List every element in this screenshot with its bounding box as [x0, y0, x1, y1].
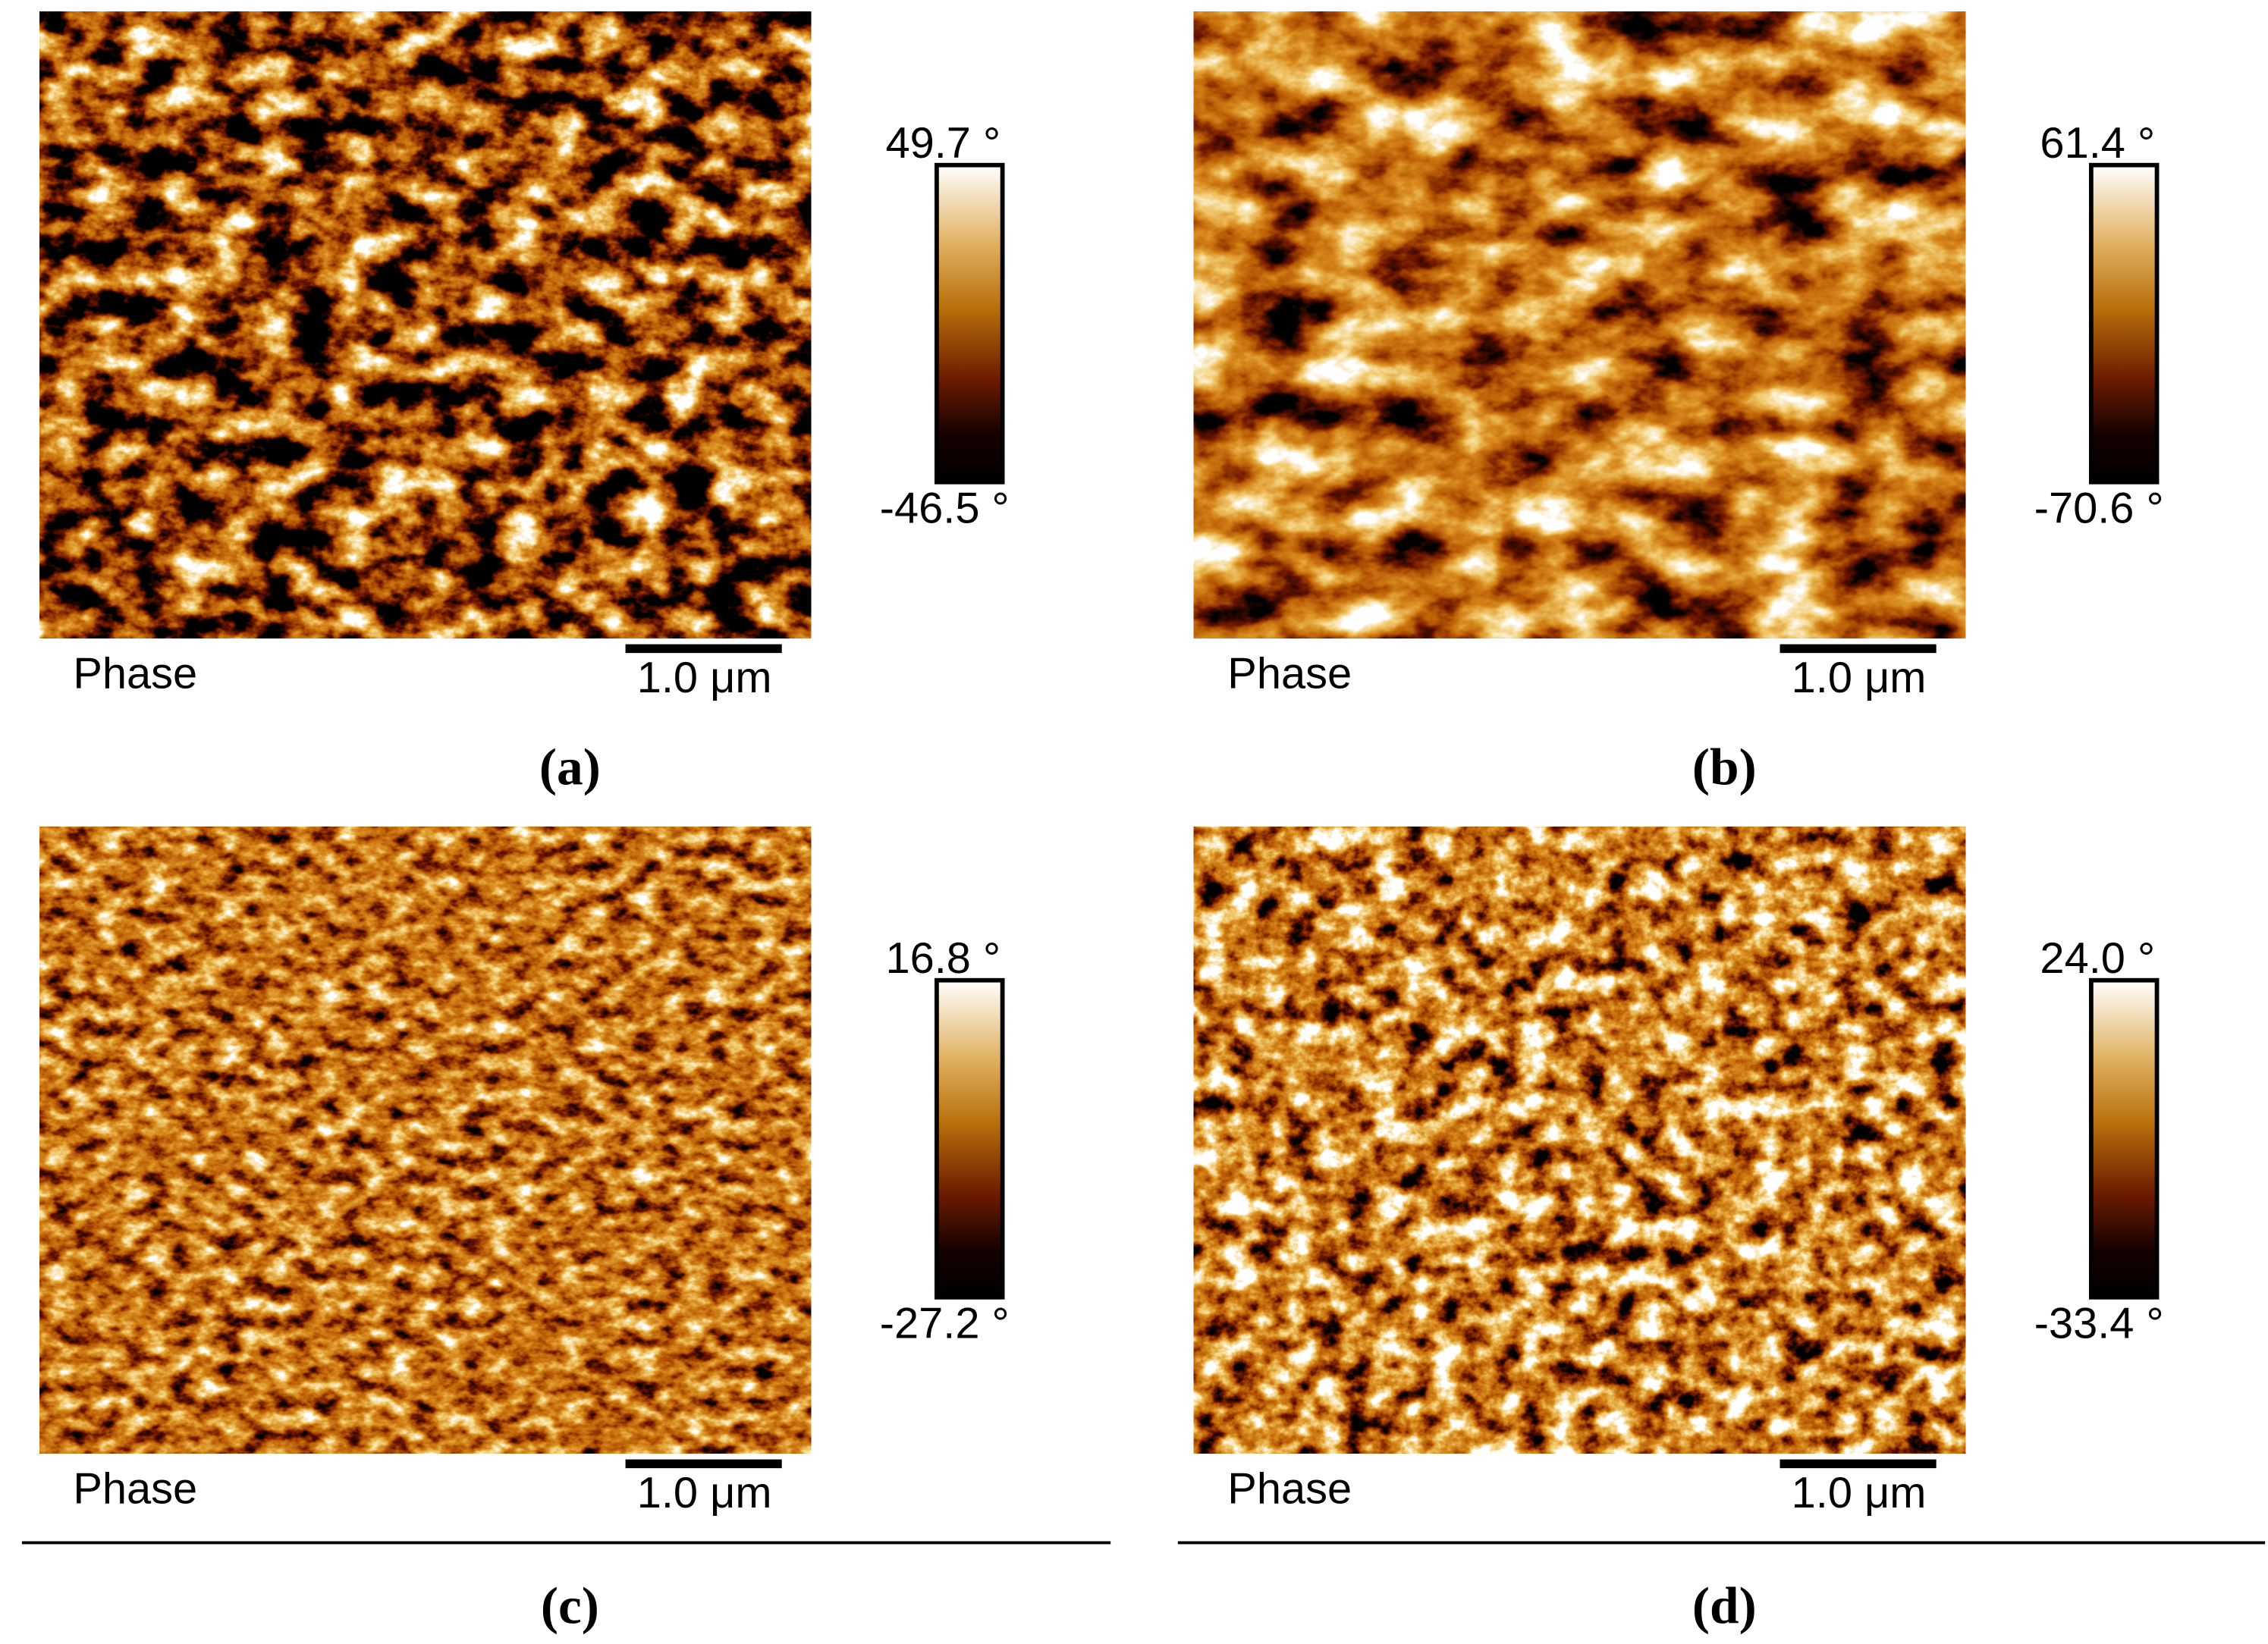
image-caption: Phase — [73, 1464, 197, 1513]
colorbar-max-label: 49.7 ° — [885, 119, 1000, 168]
scale-bar — [625, 644, 782, 654]
colorbar — [2088, 977, 2160, 1300]
image-caption: Phase — [1227, 1464, 1352, 1513]
afm-phase-image — [1193, 11, 1966, 638]
scale-bar-label: 1.0 μm — [637, 654, 772, 702]
colorbar — [935, 162, 1005, 485]
colorbar-min-label: -70.6 ° — [2034, 485, 2164, 533]
colorbar-max-label: 24.0 ° — [2040, 934, 2155, 983]
scale-bar-label: 1.0 μm — [1792, 654, 1927, 702]
colorbar-max-label: 61.4 ° — [2040, 119, 2155, 168]
colorbar-min-label: -46.5 ° — [880, 485, 1010, 533]
colorbar-max-label: 16.8 ° — [885, 934, 1000, 983]
panel-label: (a) — [539, 739, 601, 797]
scale-bar — [625, 1459, 782, 1469]
scale-bar-label: 1.0 μm — [1792, 1469, 1927, 1517]
scale-bar — [1780, 1459, 1937, 1469]
image-caption: Phase — [73, 649, 197, 698]
afm-phase-image — [39, 827, 812, 1454]
afm-phase-image — [39, 11, 812, 638]
panel-label: (c) — [541, 1577, 599, 1635]
image-caption: Phase — [1227, 649, 1352, 698]
scale-bar — [1780, 644, 1937, 654]
afm-phase-image — [1193, 827, 1966, 1454]
panel-label: (b) — [1692, 739, 1757, 797]
colorbar-min-label: -33.4 ° — [2034, 1300, 2164, 1348]
panel-label: (d) — [1692, 1577, 1757, 1635]
scale-bar-label: 1.0 μm — [637, 1469, 772, 1517]
colorbar — [935, 977, 1005, 1300]
colorbar-min-label: -27.2 ° — [880, 1300, 1010, 1348]
colorbar — [2088, 162, 2160, 485]
